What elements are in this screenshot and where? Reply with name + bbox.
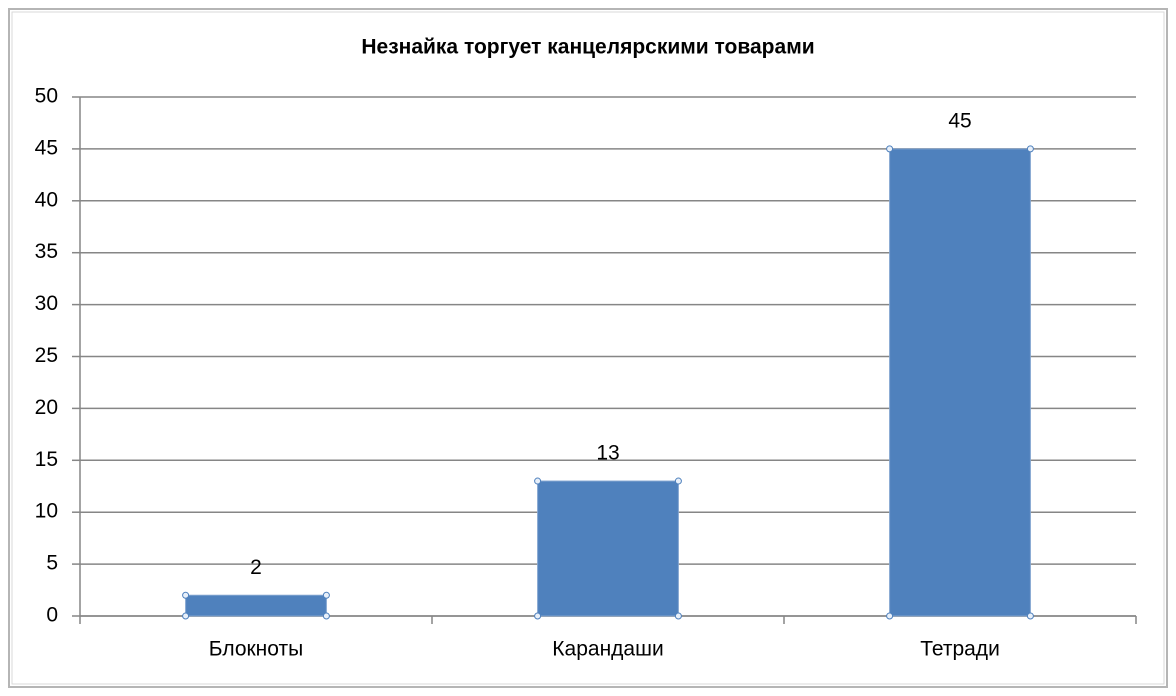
- y-tick-label: 25: [35, 344, 58, 367]
- selection-handle: [674, 612, 682, 620]
- bar: [185, 594, 327, 617]
- y-tick-label: 50: [35, 85, 58, 108]
- y-tick-label: 5: [46, 552, 58, 575]
- y-tick-label: 40: [35, 188, 58, 211]
- data-label: 45: [948, 109, 971, 132]
- selection-handle: [1026, 145, 1034, 153]
- y-tick-label: 30: [35, 292, 58, 315]
- x-tick-label: Карандаши: [552, 638, 663, 661]
- selection-handle: [322, 612, 330, 620]
- selection-handle: [182, 612, 190, 620]
- y-tick-label: 0: [46, 604, 58, 627]
- y-tick-label: 15: [35, 448, 58, 471]
- selection-handle: [534, 612, 542, 620]
- chart-title: Незнайка торгует канцелярскими товарами: [361, 36, 814, 59]
- selection-handle: [886, 145, 894, 153]
- x-tick-label: Блокноты: [209, 638, 303, 661]
- y-tick-label: 20: [35, 396, 58, 419]
- selection-handle: [1026, 612, 1034, 620]
- selection-handle: [674, 477, 682, 485]
- bar: [889, 148, 1031, 617]
- selection-handle: [182, 591, 190, 599]
- data-label: 13: [596, 442, 619, 465]
- chart-inner-frame: [11, 11, 1165, 685]
- y-tick-label: 10: [35, 500, 58, 523]
- y-tick-label: 35: [35, 240, 58, 263]
- chart-frame: [8, 8, 1168, 688]
- selection-handle: [534, 477, 542, 485]
- x-tick-label: Тетради: [920, 638, 1000, 661]
- data-label: 2: [250, 556, 262, 579]
- y-tick-label: 45: [35, 136, 58, 159]
- selection-handle: [322, 591, 330, 599]
- bar: [537, 480, 679, 617]
- selection-handle: [886, 612, 894, 620]
